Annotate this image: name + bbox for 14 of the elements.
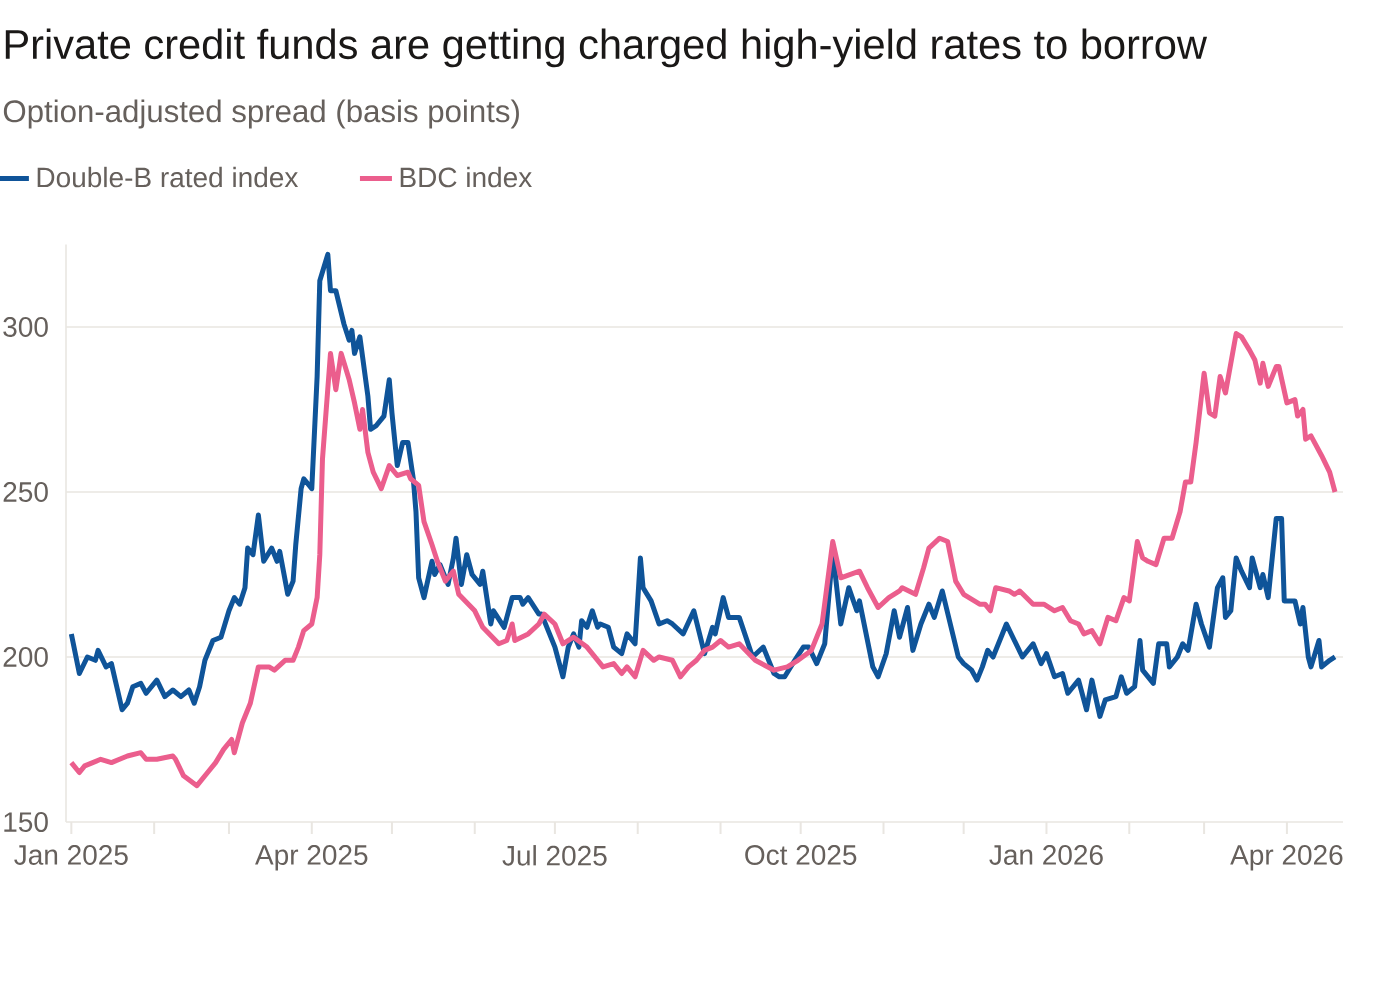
chart-title: Private credit funds are getting charged high-yield rates to borrow bbox=[5, 28, 1208, 68]
x-tick-label: Apr 2026 bbox=[1230, 845, 1343, 871]
x-tick-label: Oct 2025 bbox=[745, 845, 857, 865]
x-tick-label: Apr 2025 bbox=[255, 845, 368, 871]
x-tick-label: Jul 2025 bbox=[502, 845, 607, 866]
legend-label: BDC index bbox=[400, 166, 532, 188]
x-tick-label: Jan 2026 bbox=[989, 845, 1103, 865]
y-tick-label: 250 bbox=[3, 482, 48, 502]
x-tick-label: Jan 2025 bbox=[14, 845, 128, 865]
y-tick-label: 300 bbox=[3, 317, 48, 337]
y-tick-label: 200 bbox=[3, 647, 48, 667]
chart-subtitle: Option-adjusted spread (basis points) bbox=[3, 99, 519, 129]
y-tick-label: 150 bbox=[4, 812, 48, 832]
legend-label: Double-B rated index bbox=[37, 166, 299, 188]
